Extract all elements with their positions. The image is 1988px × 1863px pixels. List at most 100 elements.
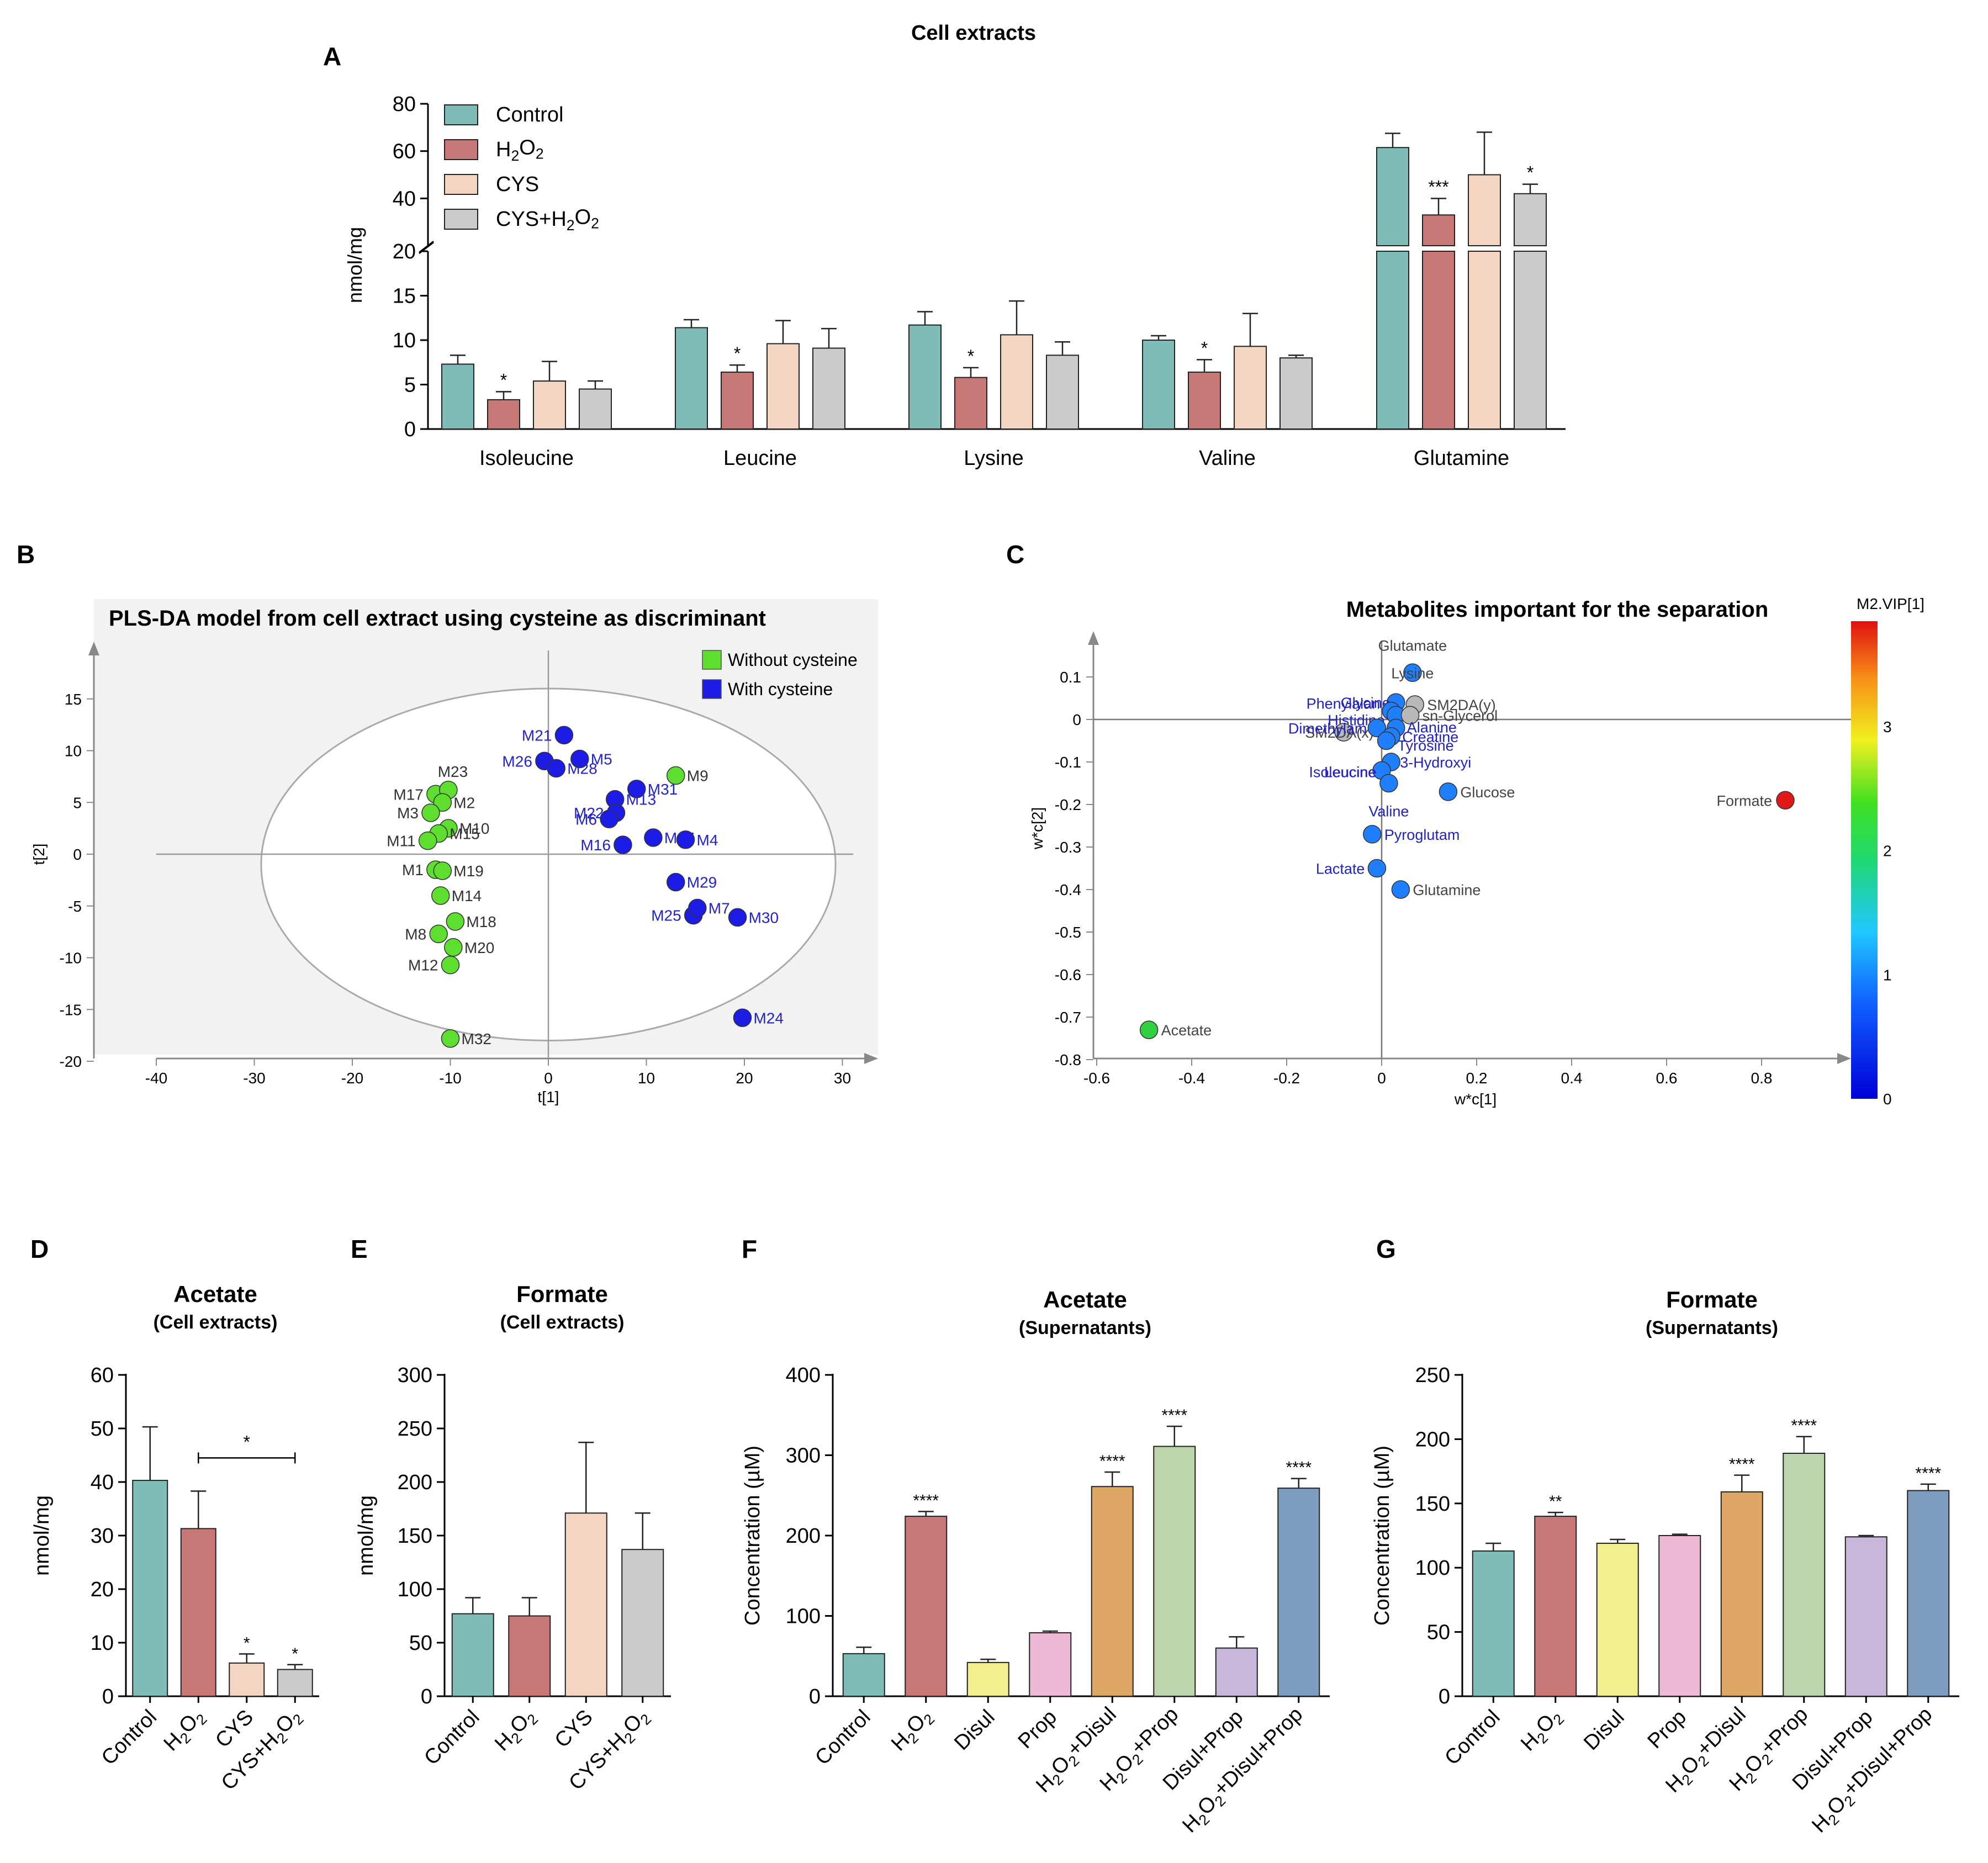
y-tick-label: 80: [393, 93, 416, 116]
y-tick-label: 200: [1415, 1428, 1450, 1451]
point-label: Lysine: [1391, 665, 1434, 681]
y-tick-label: 50: [1427, 1621, 1450, 1644]
y-axis-label: Concentration (µM): [1371, 1446, 1394, 1626]
point-label: SM2DA(x): [1305, 724, 1374, 741]
point-label: M19: [453, 862, 483, 880]
panel-d: Acetate (Cell extracts) 0 10 20 30 40 50 60 nmol/…: [30, 1281, 319, 1795]
x-tick-label: 0.2: [1466, 1070, 1488, 1087]
bar: [277, 1669, 313, 1697]
x-tick-label: Control: [97, 1706, 161, 1770]
chart-subtitle: (Cell extracts): [154, 1312, 278, 1333]
bar: [1844, 1536, 1887, 1697]
bar: [441, 363, 474, 430]
score-point: [554, 726, 574, 745]
bar: [1046, 354, 1079, 430]
point-label: M16: [580, 837, 610, 854]
x-tick-label: -0.4: [1178, 1070, 1205, 1087]
y-axis-label: nmol/mg: [30, 1495, 54, 1576]
x-tick-label: -0.6: [1083, 1070, 1110, 1087]
y-tick-label: 100: [786, 1605, 821, 1628]
x-tick-label: Control: [420, 1706, 484, 1770]
bar: [812, 347, 845, 430]
y-tick-label: 50: [91, 1417, 114, 1441]
point-label: M21: [522, 727, 552, 744]
x-tick-label: Isoleucine: [479, 447, 574, 470]
bracket-label: *: [244, 1432, 250, 1452]
y-tick-label: 0: [1439, 1685, 1450, 1708]
point-label: M2: [453, 794, 475, 811]
score-point: [667, 766, 685, 785]
significance-label: ****: [1286, 1459, 1312, 1477]
score-point: [728, 908, 747, 927]
significance-label: ****: [1099, 1452, 1125, 1470]
point-label: M1: [402, 861, 424, 878]
colorbar-title: M2.VIP[1]: [1857, 595, 1924, 612]
y-tick-label: 15: [65, 691, 82, 708]
y-tick-label: 150: [1415, 1492, 1450, 1516]
panel-c: Metabolites important for the separation…: [1029, 595, 1924, 1108]
bar: [1468, 174, 1501, 246]
point-label: M32: [462, 1030, 491, 1047]
legend-swatch: [702, 679, 722, 699]
bar: [842, 1653, 885, 1697]
score-point: [431, 886, 450, 905]
bar: [954, 377, 987, 430]
bar: [675, 327, 708, 430]
legend-swatch: [444, 209, 478, 230]
bar: [1277, 1488, 1320, 1697]
y-tick-label: 5: [404, 374, 416, 397]
bar: [1422, 251, 1455, 430]
significance-label: ***: [1428, 177, 1448, 197]
y-tick-label: 10: [393, 329, 416, 352]
y-tick-label: 150: [398, 1525, 432, 1548]
y-tick-label: -0.7: [1055, 1009, 1081, 1026]
point-label: M29: [687, 874, 717, 891]
point-label: M7: [709, 900, 730, 917]
point-label: M23: [438, 763, 468, 780]
score-point: [688, 898, 707, 918]
point-label: M12: [408, 957, 438, 974]
x-tick-label: Prop: [1014, 1706, 1061, 1753]
point-label: Creatine: [1402, 729, 1458, 745]
bar-break-gap: [1374, 246, 1411, 251]
score-point: [570, 749, 589, 769]
chart-title: Formate: [516, 1281, 608, 1307]
x-tick-label: 0.4: [1561, 1070, 1583, 1087]
score-point: [614, 835, 632, 854]
bar-break-gap: [1466, 246, 1503, 251]
significance-label: *: [244, 1634, 250, 1652]
chart-subtitle: (Supernatants): [1646, 1317, 1778, 1338]
bar: [1153, 1446, 1196, 1697]
loading-point: [1367, 718, 1387, 738]
bar: [508, 1615, 551, 1697]
colorbar-tick-label: 2: [1883, 843, 1892, 860]
legend-label: Without cysteine: [728, 650, 858, 670]
legend-swatch: [702, 650, 722, 670]
x-tick-label: 0.6: [1656, 1070, 1678, 1087]
y-tick-label: -0.2: [1055, 796, 1081, 813]
point-label: M13: [626, 791, 656, 808]
panel-letter-f: F: [742, 1235, 757, 1263]
y-tick-label: 300: [786, 1444, 821, 1468]
x-tick-label: -10: [439, 1070, 461, 1087]
point-label: M15: [450, 825, 479, 843]
point-label: Leucine: [1324, 764, 1377, 780]
x-axis-label: t[1]: [538, 1088, 559, 1105]
point-label: M31: [648, 781, 678, 798]
x-tick-label: Control: [811, 1706, 875, 1770]
loading-point: [1776, 791, 1795, 810]
panel-f: Acetate (Supernatants) 0 100 200 300 400 Concen…: [741, 1287, 1330, 1837]
significance-label: *: [734, 343, 741, 363]
point-label: M10: [459, 820, 489, 837]
y-tick-label: 50: [409, 1632, 432, 1655]
bar: [533, 380, 566, 430]
bar: [766, 343, 800, 430]
x-tick-label: H2​O2​: [158, 1704, 212, 1758]
score-point: [667, 872, 685, 892]
x-tick-label: 30: [834, 1070, 851, 1087]
bar: [1472, 1550, 1515, 1697]
point-label: Glutamine: [1413, 882, 1481, 898]
legend-label: CYS+H2​O2​: [496, 206, 599, 234]
panel-letter-b: B: [17, 540, 35, 569]
